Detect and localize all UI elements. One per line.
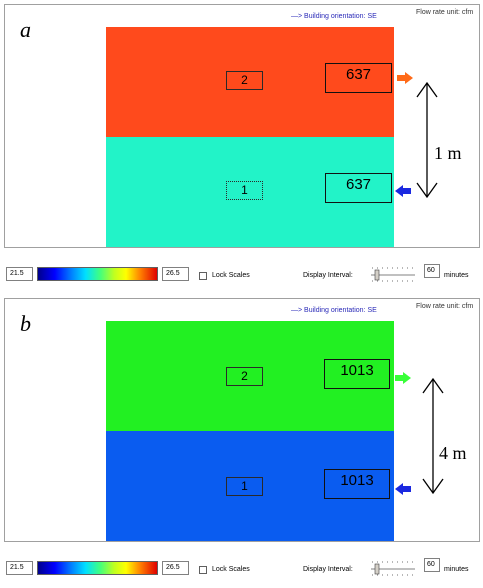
zone-label: 1 <box>226 477 263 496</box>
display-interval-slider[interactable] <box>368 264 418 286</box>
building-orientation-label: —> Building orientation: SE <box>291 307 377 314</box>
zone-1-lower[interactable]: 1 637 <box>106 137 394 247</box>
lock-scales-label: Lock Scales <box>212 566 250 573</box>
zone-2-upper[interactable]: 2 637 <box>106 27 394 137</box>
zone-2-upper[interactable]: 2 1013 <box>106 321 394 431</box>
display-interval-label: Display Interval: <box>303 272 353 279</box>
building-orientation-label: —> Building orientation: SE <box>291 13 377 20</box>
flow-rate-box: 637 <box>325 63 392 93</box>
flow-rate-unit-label: Flow rate unit: cfm <box>416 9 474 16</box>
scale-bar: 21.5 26.5 Lock Scales Display Interval: … <box>0 544 483 588</box>
lock-scales-label: Lock Scales <box>212 272 250 279</box>
arrow-right-icon <box>395 372 411 384</box>
scale-max-field[interactable]: 26.5 <box>162 267 189 281</box>
scale-min-field[interactable]: 21.5 <box>6 561 33 575</box>
scale-bar: 21.5 26.5 Lock Scales Display Interval: … <box>0 250 483 294</box>
panel-letter: a <box>20 17 31 42</box>
color-scale-gradient <box>37 561 158 575</box>
zone-1-lower[interactable]: 1 1013 <box>106 431 394 541</box>
display-interval-label: Display Interval: <box>303 566 353 573</box>
zone-label: 1 <box>226 181 263 200</box>
display-interval-slider[interactable] <box>368 558 418 580</box>
height-dimension-arrow <box>422 377 444 495</box>
display-interval-field[interactable]: 60 <box>424 264 440 278</box>
flow-rate-box: 1013 <box>324 359 390 389</box>
display-interval-unit: minutes <box>444 272 469 279</box>
height-dimension-arrow <box>416 81 438 199</box>
scale-min-field[interactable]: 21.5 <box>6 267 33 281</box>
flow-rate-unit-label: Flow rate unit: cfm <box>416 303 474 310</box>
arrow-left-icon <box>395 185 411 197</box>
arrow-right-icon <box>397 72 413 84</box>
panel-b: b —> Building orientation: SE Flow rate … <box>4 298 480 542</box>
height-annotation: 4 m <box>439 443 467 464</box>
lock-scales-checkbox[interactable] <box>199 566 207 574</box>
panel-letter: b <box>20 311 31 336</box>
display-interval-field[interactable]: 60 <box>424 558 440 572</box>
zone-label: 2 <box>226 367 263 386</box>
arrow-left-icon <box>395 483 411 495</box>
color-scale-gradient <box>37 267 158 281</box>
flow-rate-box: 1013 <box>324 469 390 499</box>
flow-rate-box: 637 <box>325 173 392 203</box>
zone-label: 2 <box>226 71 263 90</box>
scale-max-field[interactable]: 26.5 <box>162 561 189 575</box>
panel-a: a —> Building orientation: SE Flow rate … <box>4 4 480 248</box>
lock-scales-checkbox[interactable] <box>199 272 207 280</box>
height-annotation: 1 m <box>434 143 462 164</box>
display-interval-unit: minutes <box>444 566 469 573</box>
